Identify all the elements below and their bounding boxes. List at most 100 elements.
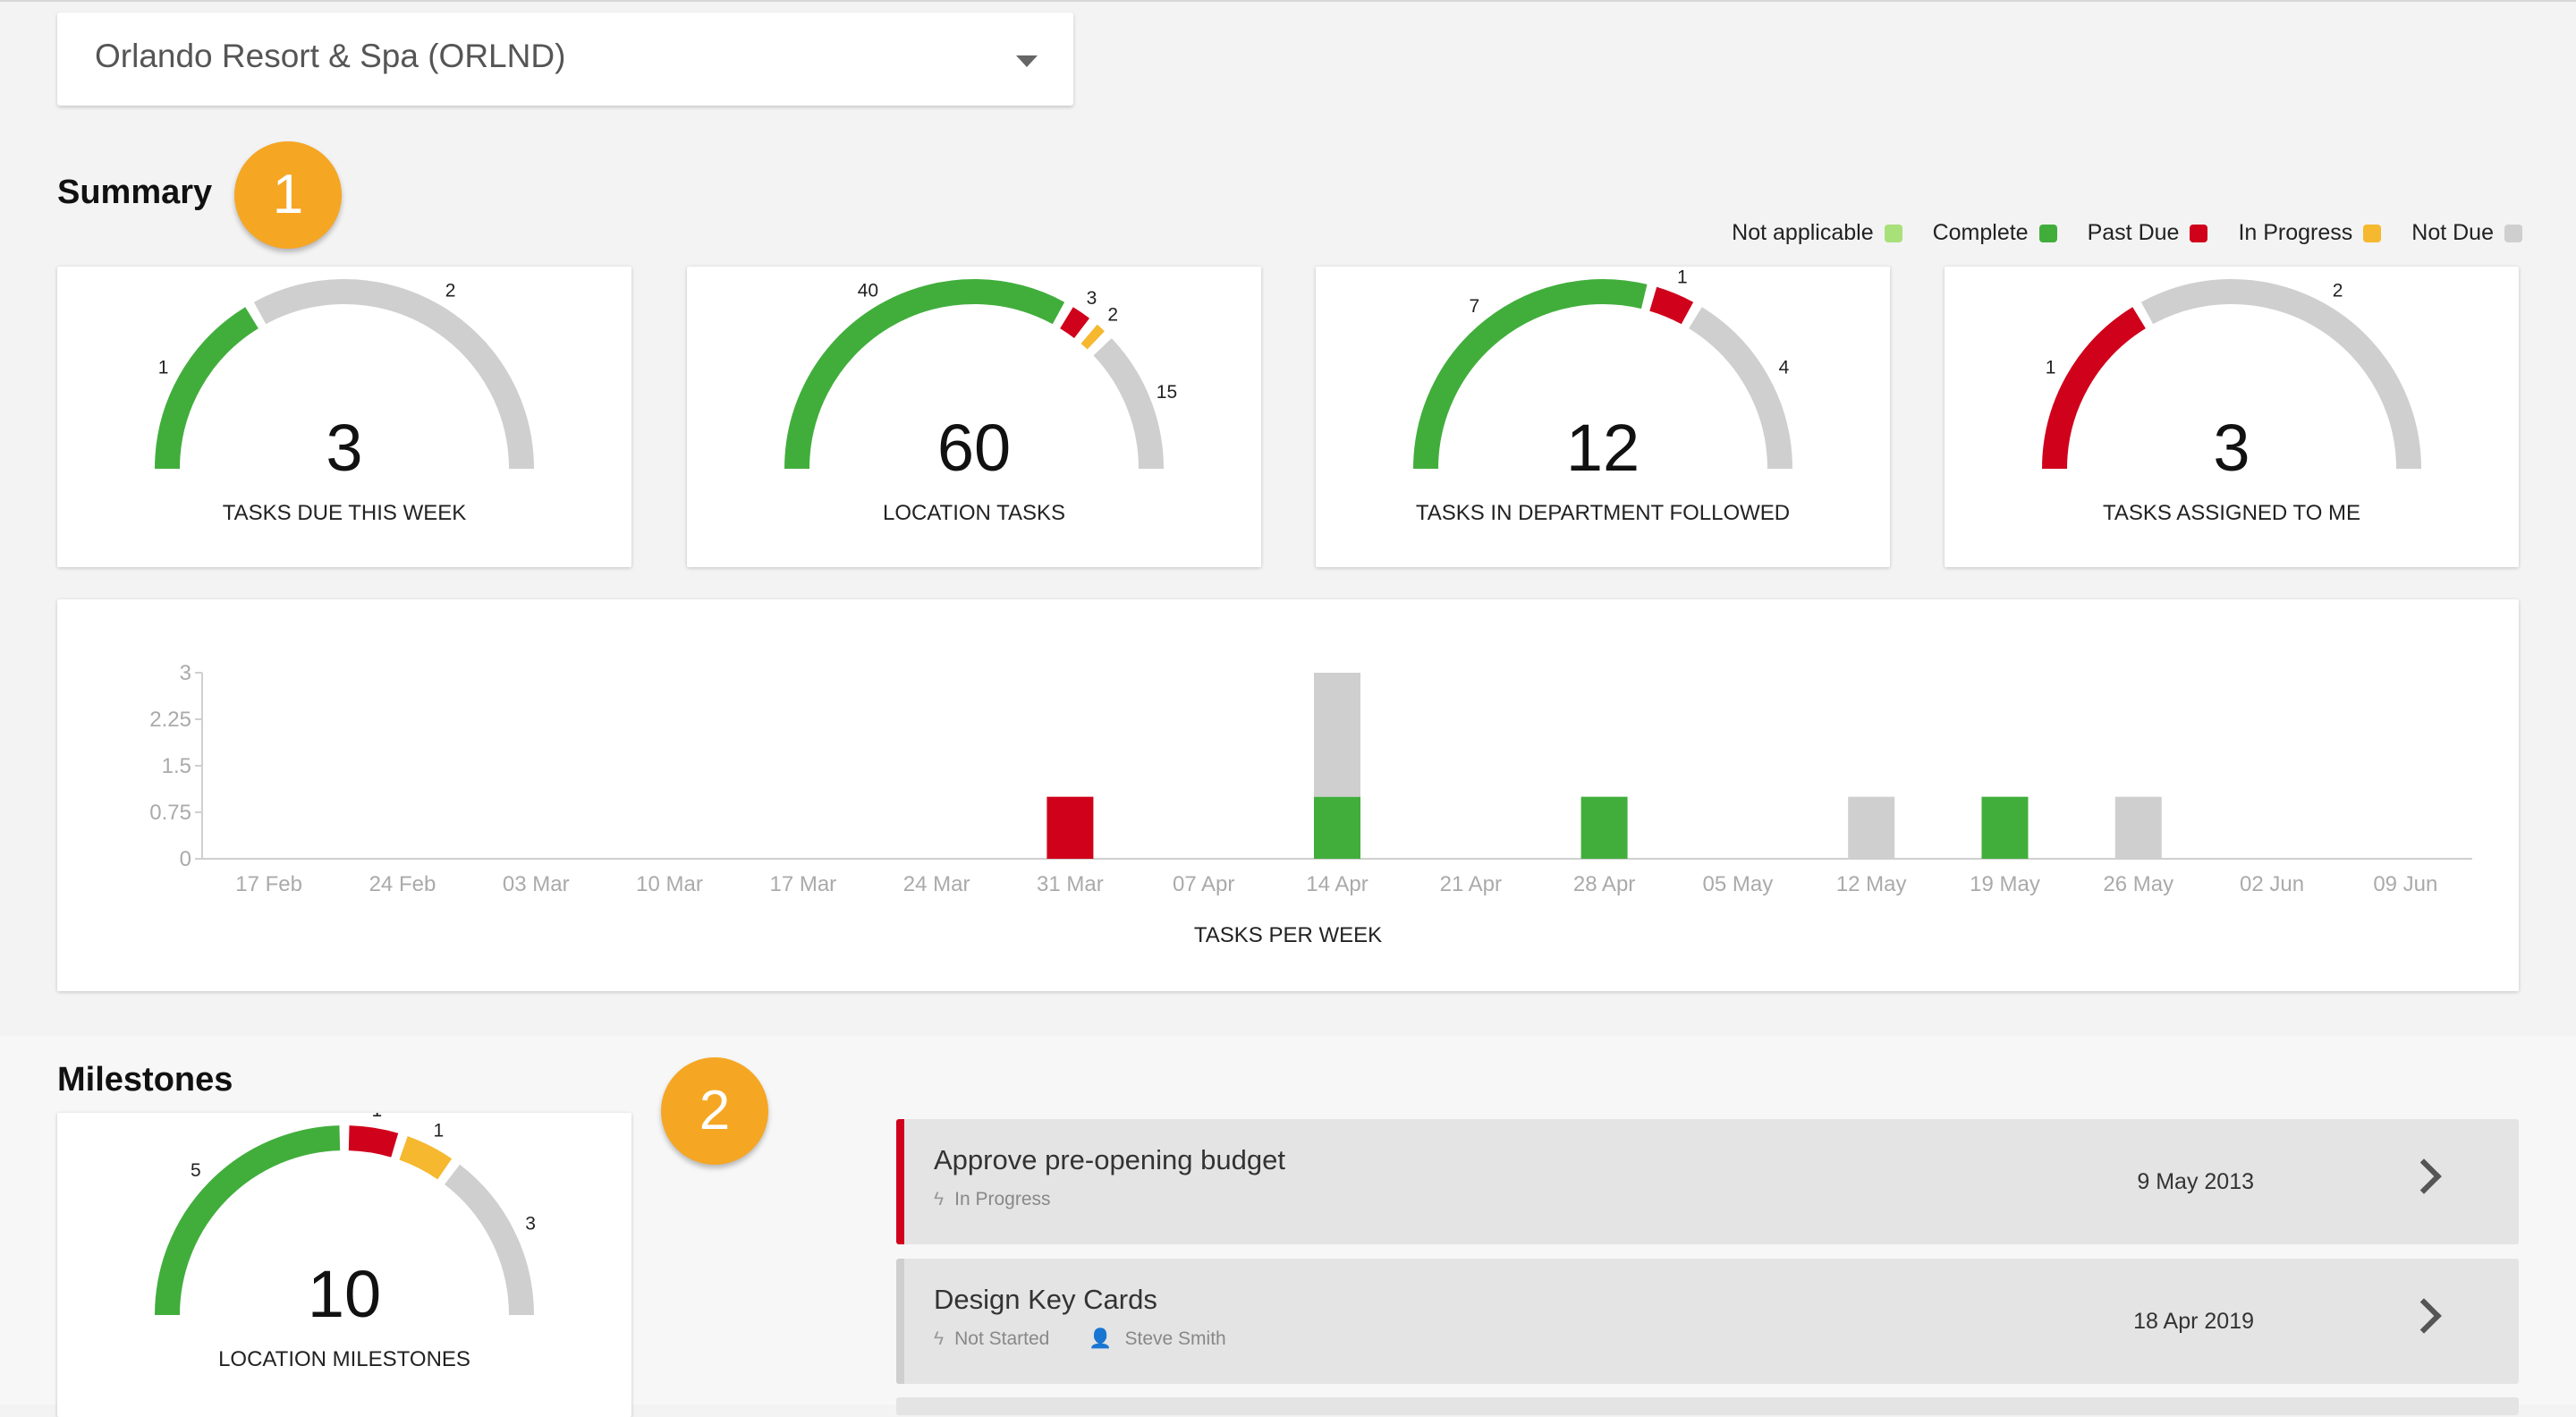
- x-tick-label: 05 May: [1703, 872, 1774, 896]
- gauge-segment-past-due: [2042, 307, 2147, 470]
- gauge-chart: 12: [155, 279, 534, 470]
- chart-title: TASKS PER WEEK: [1193, 923, 1383, 947]
- lightning-icon: ϟ: [934, 1328, 945, 1349]
- x-tick-label: 28 Apr: [1573, 872, 1635, 896]
- milestone-item[interactable]: [896, 1397, 2519, 1415]
- y-tick-label: 1.5: [162, 754, 191, 778]
- gauge-segment-label: 2: [445, 281, 456, 301]
- gauge-segment-label: 40: [858, 281, 878, 301]
- legend-item-not-due: Not Due: [2411, 220, 2522, 246]
- legend-label: Not applicable: [1732, 220, 1874, 245]
- gauge-card-location-milestones[interactable]: 5 1 1 3 10 LOCATION MILESTONES: [57, 1113, 631, 1417]
- legend-swatch: [2190, 224, 2208, 242]
- x-tick-label: 03 Mar: [503, 872, 570, 896]
- milestone-item[interactable]: Approve pre-opening budget ϟ In Progress…: [896, 1119, 2519, 1244]
- gauge-label: TASKS IN DEPARTMENT FOLLOWED: [1415, 501, 1791, 525]
- gauge-label: TASKS ASSIGNED TO ME: [2102, 501, 2361, 525]
- gauge-value: 12: [1565, 411, 1640, 485]
- x-tick-label: 26 May: [2103, 872, 2174, 896]
- x-tick-label: 02 Jun: [2240, 872, 2304, 896]
- gauge-segment-label: 5: [191, 1160, 201, 1181]
- gauge-segment-past-due: [348, 1125, 399, 1158]
- x-tick-label: 24 Mar: [903, 872, 970, 896]
- gauge-chart: 40 32 15: [784, 279, 1177, 470]
- gauge-segment-label: 1: [1677, 267, 1688, 288]
- milestone-meta: ϟ In Progress: [934, 1189, 1051, 1210]
- legend-item-complete: Complete: [1933, 220, 2057, 246]
- milestone-item[interactable]: Design Key Cards ϟ Not Started 👤 Steve S…: [896, 1259, 2519, 1384]
- bar-complete: [1314, 796, 1360, 859]
- gauge-segment-label: 1: [371, 1113, 382, 1121]
- chevron-right-icon[interactable]: [2406, 1298, 2442, 1334]
- x-tick-label: 19 May: [1970, 872, 2040, 896]
- milestone-date: 9 May 2013: [2137, 1169, 2254, 1194]
- gauge-segment-past-due: [1060, 307, 1090, 339]
- gauge-chart: 7 1 4: [1413, 267, 1792, 470]
- chevron-right-icon[interactable]: [2406, 1158, 2442, 1194]
- y-tick-label: 3: [180, 661, 191, 685]
- gauge-card-location-tasks[interactable]: 40 3 2 15 60 LOCATION TASKS: [687, 267, 1261, 567]
- x-tick-label: 17 Mar: [769, 872, 836, 896]
- gauge-segment-label: 15: [1157, 382, 1177, 403]
- legend-swatch: [2363, 224, 2382, 242]
- bar-complete: [1580, 796, 1628, 859]
- person-icon: 👤: [1089, 1328, 1113, 1349]
- gauge-label: LOCATION TASKS: [882, 501, 1066, 525]
- legend-label: Not Due: [2411, 220, 2494, 245]
- x-tick-label: 12 May: [1836, 872, 1907, 896]
- bar-not-due: [1314, 673, 1360, 797]
- gauge-segment-label: 3: [1087, 288, 1097, 309]
- gauge-segment-label: 1: [2046, 358, 2056, 378]
- legend-item-in-progress: In Progress: [2238, 220, 2382, 246]
- lightning-icon: ϟ: [934, 1189, 945, 1209]
- summary-title: Summary: [57, 174, 213, 211]
- gauge-card-tasks-in-department-followed[interactable]: 7 1 4 12 TASKS IN DEPARTMENT FOLLOWED: [1316, 267, 1890, 567]
- tasks-per-week-chart-card: 0 0.75 1.5 2.25 3 17 Feb 24 Feb 03 Mar 10 Mar 17 …: [57, 599, 2519, 991]
- legend-swatch: [2504, 224, 2522, 242]
- milestone-title: Approve pre-opening budget: [934, 1144, 1285, 1175]
- legend-label: Complete: [1932, 220, 2029, 245]
- gauge-segment-complete: [155, 307, 259, 470]
- gauge-value: 10: [307, 1257, 382, 1331]
- tasks-per-week-chart: 0 0.75 1.5 2.25 3 17 Feb 24 Feb 03 Mar 10 Mar 17 …: [149, 661, 2472, 896]
- gauge-segment-not-due: [1093, 338, 1164, 470]
- gauge-label: LOCATION MILESTONES: [218, 1347, 470, 1371]
- location-select[interactable]: Orlando Resort & Spa (ORLND): [57, 13, 1073, 106]
- gauge-segment-complete: [1413, 279, 1648, 470]
- milestone-title: Design Key Cards: [934, 1284, 1157, 1315]
- gauge-segment-in-progress: [1080, 324, 1105, 350]
- milestones-title: Milestones: [57, 1061, 233, 1099]
- milestone-status: In Progress: [954, 1189, 1051, 1209]
- legend-swatch: [1884, 224, 1902, 242]
- gauge-segment-label: 7: [1470, 296, 1480, 317]
- milestone-status: Not Started: [954, 1328, 1050, 1349]
- x-tick-label: 31 Mar: [1037, 872, 1104, 896]
- location-select-value: Orlando Resort & Spa (ORLND): [95, 38, 566, 74]
- legend-swatch: [2038, 224, 2057, 242]
- milestone-date: 18 Apr 2019: [2133, 1309, 2254, 1334]
- milestone-status-bar: [896, 1119, 904, 1244]
- gauge-segment-label: 2: [1107, 305, 1118, 326]
- gauge-segment-not-due: [253, 279, 534, 470]
- top-divider: [0, 0, 2576, 2]
- gauge-chart: 5 1 1 3: [155, 1113, 536, 1316]
- gauge-segment-label: 2: [2333, 281, 2343, 301]
- status-legend: Not applicable Complete Past Due In Prog…: [1701, 220, 2522, 246]
- gauge-label: TASKS DUE THIS WEEK: [222, 501, 467, 525]
- milestone-assignee: Steve Smith: [1124, 1328, 1226, 1349]
- gauge-segment-label: 1: [433, 1120, 444, 1141]
- milestone-status-bar: [896, 1259, 904, 1384]
- chevron-down-icon: [1016, 55, 1038, 67]
- gauge-segment-past-due: [1648, 286, 1694, 325]
- bar-not-due: [2114, 796, 2162, 859]
- y-tick-label: 2.25: [149, 708, 191, 732]
- bar-complete: [1981, 796, 2029, 859]
- gauge-segment-label: 1: [158, 358, 169, 378]
- gauge-segment-not-due: [444, 1164, 534, 1316]
- y-tick-label: 0: [180, 847, 191, 871]
- legend-label: In Progress: [2238, 220, 2353, 245]
- x-tick-label: 07 Apr: [1173, 872, 1234, 896]
- bar-past-due: [1046, 796, 1094, 859]
